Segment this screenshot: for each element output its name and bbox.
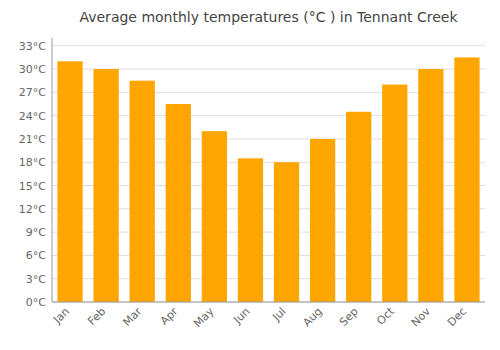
y-tick-label: 9°C (26, 226, 46, 239)
x-axis: Jan Feb Mar Apr May Jun Jul Aug Sep Oct Nov Dec (50, 304, 469, 330)
bar (346, 112, 371, 302)
bar (130, 81, 155, 302)
x-tick-label: Dec (445, 305, 469, 329)
title: Average monthly temperatures (°C ) in Te… (79, 9, 458, 25)
bar (57, 61, 82, 302)
bar (93, 69, 118, 302)
x-axis-line (52, 302, 485, 303)
bar (274, 162, 299, 302)
bars (57, 57, 479, 302)
bar (310, 139, 335, 302)
x-tick-label: May (191, 305, 217, 331)
x-tick-label: Nov (409, 305, 434, 330)
y-tick-label: 3°C (26, 273, 46, 286)
y-axis-line (52, 38, 53, 302)
y-tick-label: 27°C (19, 86, 46, 99)
y-tick-label: 0°C (26, 296, 46, 309)
bar (454, 57, 479, 302)
x-tick-label: Jul (269, 305, 288, 324)
y-axis: 0°C 3°C 6°C 9°C 12°C 15°C 18°C 21°C 24°C 27°C 30°C… (19, 38, 485, 309)
grid-line (52, 45, 485, 46)
y-tick-label: 15°C (19, 180, 46, 193)
x-tick-label: Jan (50, 305, 72, 327)
y-tick-label: 33°C (19, 40, 46, 53)
y-tick-label: 12°C (19, 203, 46, 216)
chart: Average monthly temperatures (°C ) in Te… (0, 0, 500, 350)
x-tick-label: Apr (158, 305, 181, 328)
y-tick-label: 18°C (19, 156, 46, 169)
x-tick-label: Sep (337, 305, 361, 329)
bar (418, 69, 443, 302)
bar (382, 85, 407, 302)
bar (238, 158, 263, 302)
y-tick-label: 21°C (19, 133, 46, 146)
y-tick-label: 30°C (19, 63, 46, 76)
bar (202, 131, 227, 302)
y-tick-label: 6°C (26, 249, 46, 262)
x-tick-label: Aug (300, 305, 324, 329)
x-tick-label: Jun (231, 305, 253, 327)
y-tick-label: 24°C (19, 110, 46, 123)
x-tick-label: Mar (120, 305, 144, 329)
bar (166, 104, 191, 302)
x-tick-label: Feb (85, 305, 108, 328)
x-tick-label: Oct (374, 304, 397, 327)
grid-line (52, 302, 485, 303)
